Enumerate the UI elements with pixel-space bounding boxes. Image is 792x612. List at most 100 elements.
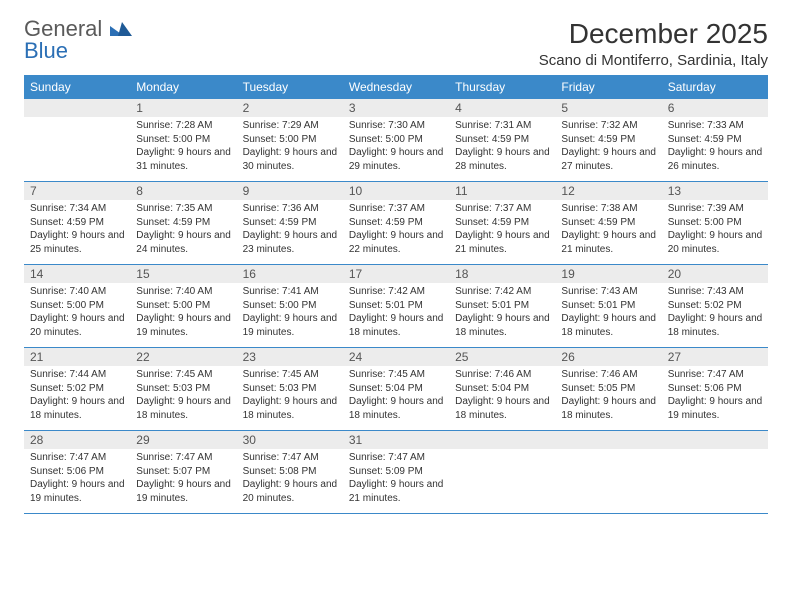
sunrise-line: Sunrise: 7:47 AM: [136, 451, 232, 465]
sunrise-line: Sunrise: 7:45 AM: [243, 368, 339, 382]
day-cell: Sunrise: 7:43 AMSunset: 5:01 PMDaylight:…: [555, 283, 661, 347]
day-number: 1: [130, 99, 236, 117]
weekday: Monday: [130, 75, 236, 99]
day-number: 28: [24, 431, 130, 449]
day-number: 29: [130, 431, 236, 449]
daylight-line: Daylight: 9 hours and 25 minutes.: [30, 229, 126, 256]
daylight-line: Daylight: 9 hours and 18 minutes.: [349, 395, 445, 422]
day-number: 7: [24, 182, 130, 200]
sunset-line: Sunset: 5:01 PM: [349, 299, 445, 313]
brand-logo: General Blue: [24, 18, 132, 62]
weekday: Wednesday: [343, 75, 449, 99]
day-cell: Sunrise: 7:43 AMSunset: 5:02 PMDaylight:…: [662, 283, 768, 347]
sunrise-line: Sunrise: 7:34 AM: [30, 202, 126, 216]
week-row: 78910111213Sunrise: 7:34 AMSunset: 4:59 …: [24, 182, 768, 265]
week-row: 14151617181920Sunrise: 7:40 AMSunset: 5:…: [24, 265, 768, 348]
sunrise-line: Sunrise: 7:45 AM: [136, 368, 232, 382]
daylight-line: Daylight: 9 hours and 22 minutes.: [349, 229, 445, 256]
sunset-line: Sunset: 5:01 PM: [455, 299, 551, 313]
sunset-line: Sunset: 4:59 PM: [455, 216, 551, 230]
weekday: Saturday: [662, 75, 768, 99]
day-cell: Sunrise: 7:37 AMSunset: 4:59 PMDaylight:…: [449, 200, 555, 264]
day-cell: Sunrise: 7:47 AMSunset: 5:07 PMDaylight:…: [130, 449, 236, 513]
day-cell: Sunrise: 7:28 AMSunset: 5:00 PMDaylight:…: [130, 117, 236, 181]
day-cell: Sunrise: 7:41 AMSunset: 5:00 PMDaylight:…: [237, 283, 343, 347]
daynum-row: 78910111213: [24, 182, 768, 200]
day-cell: [662, 449, 768, 513]
location: Scano di Montiferro, Sardinia, Italy: [539, 52, 768, 69]
sunset-line: Sunset: 4:59 PM: [30, 216, 126, 230]
sunrise-line: Sunrise: 7:38 AM: [561, 202, 657, 216]
sunset-line: Sunset: 5:09 PM: [349, 465, 445, 479]
day-cell: [555, 449, 661, 513]
sunrise-line: Sunrise: 7:28 AM: [136, 119, 232, 133]
day-number: [555, 431, 661, 449]
daylight-line: Daylight: 9 hours and 18 minutes.: [668, 312, 764, 339]
day-number: 16: [237, 265, 343, 283]
sunrise-line: Sunrise: 7:35 AM: [136, 202, 232, 216]
day-cell: Sunrise: 7:47 AMSunset: 5:06 PMDaylight:…: [24, 449, 130, 513]
weekday: Tuesday: [237, 75, 343, 99]
day-cell: Sunrise: 7:30 AMSunset: 5:00 PMDaylight:…: [343, 117, 449, 181]
daylight-line: Daylight: 9 hours and 18 minutes.: [561, 395, 657, 422]
day-cell: Sunrise: 7:32 AMSunset: 4:59 PMDaylight:…: [555, 117, 661, 181]
sunset-line: Sunset: 5:03 PM: [136, 382, 232, 396]
daylight-line: Daylight: 9 hours and 19 minutes.: [668, 395, 764, 422]
day-number: [24, 99, 130, 117]
day-number: 4: [449, 99, 555, 117]
sunrise-line: Sunrise: 7:43 AM: [561, 285, 657, 299]
sunset-line: Sunset: 5:00 PM: [349, 133, 445, 147]
sunset-line: Sunset: 5:00 PM: [30, 299, 126, 313]
month-title: December 2025: [539, 18, 768, 50]
daylight-line: Daylight: 9 hours and 31 minutes.: [136, 146, 232, 173]
day-number: 12: [555, 182, 661, 200]
sunrise-line: Sunrise: 7:36 AM: [243, 202, 339, 216]
sunset-line: Sunset: 5:05 PM: [561, 382, 657, 396]
sunrise-line: Sunrise: 7:37 AM: [455, 202, 551, 216]
daylight-line: Daylight: 9 hours and 24 minutes.: [136, 229, 232, 256]
week-row: 21222324252627Sunrise: 7:44 AMSunset: 5:…: [24, 348, 768, 431]
weekday-header: Sunday Monday Tuesday Wednesday Thursday…: [24, 75, 768, 99]
day-cell: Sunrise: 7:47 AMSunset: 5:08 PMDaylight:…: [237, 449, 343, 513]
brand-line2: Blue: [24, 38, 68, 63]
daylight-line: Daylight: 9 hours and 19 minutes.: [30, 478, 126, 505]
sunset-line: Sunset: 5:00 PM: [136, 299, 232, 313]
daylight-line: Daylight: 9 hours and 27 minutes.: [561, 146, 657, 173]
sunset-line: Sunset: 5:00 PM: [668, 216, 764, 230]
day-number: [662, 431, 768, 449]
sunrise-line: Sunrise: 7:40 AM: [30, 285, 126, 299]
sunset-line: Sunset: 4:59 PM: [455, 133, 551, 147]
day-number: 9: [237, 182, 343, 200]
daylight-line: Daylight: 9 hours and 19 minutes.: [136, 478, 232, 505]
day-cell: Sunrise: 7:45 AMSunset: 5:03 PMDaylight:…: [237, 366, 343, 430]
day-cell: Sunrise: 7:37 AMSunset: 4:59 PMDaylight:…: [343, 200, 449, 264]
daylight-line: Daylight: 9 hours and 18 minutes.: [136, 395, 232, 422]
daylight-line: Daylight: 9 hours and 21 minutes.: [349, 478, 445, 505]
sunset-line: Sunset: 5:00 PM: [243, 133, 339, 147]
sunset-line: Sunset: 5:00 PM: [243, 299, 339, 313]
sunrise-line: Sunrise: 7:37 AM: [349, 202, 445, 216]
day-number: 24: [343, 348, 449, 366]
title-block: December 2025 Scano di Montiferro, Sardi…: [539, 18, 768, 69]
day-number: 23: [237, 348, 343, 366]
day-number: 30: [237, 431, 343, 449]
day-cell: Sunrise: 7:34 AMSunset: 4:59 PMDaylight:…: [24, 200, 130, 264]
daylight-line: Daylight: 9 hours and 21 minutes.: [561, 229, 657, 256]
day-cell: [449, 449, 555, 513]
day-number: 10: [343, 182, 449, 200]
day-number: 25: [449, 348, 555, 366]
data-row: Sunrise: 7:34 AMSunset: 4:59 PMDaylight:…: [24, 200, 768, 265]
day-cell: Sunrise: 7:35 AMSunset: 4:59 PMDaylight:…: [130, 200, 236, 264]
sunset-line: Sunset: 5:01 PM: [561, 299, 657, 313]
sunrise-line: Sunrise: 7:47 AM: [349, 451, 445, 465]
sunrise-line: Sunrise: 7:41 AM: [243, 285, 339, 299]
day-cell: Sunrise: 7:31 AMSunset: 4:59 PMDaylight:…: [449, 117, 555, 181]
sunrise-line: Sunrise: 7:40 AM: [136, 285, 232, 299]
day-number: 19: [555, 265, 661, 283]
sunset-line: Sunset: 4:59 PM: [243, 216, 339, 230]
sunset-line: Sunset: 4:59 PM: [136, 216, 232, 230]
day-number: 21: [24, 348, 130, 366]
sunset-line: Sunset: 5:07 PM: [136, 465, 232, 479]
brand-text: General Blue: [24, 18, 132, 62]
sunrise-line: Sunrise: 7:33 AM: [668, 119, 764, 133]
